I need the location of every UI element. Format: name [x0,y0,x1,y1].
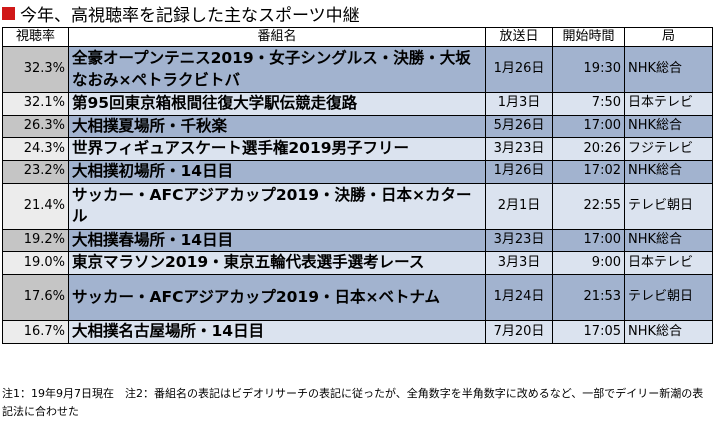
program-name-cell: 全豪オープンテニス2019・女子シングルス・決勝・大坂なおみ×ペトラクビトバ [68,46,486,93]
ratings-table: 視聴率 番組名 放送日 開始時間 局 32.3% 全豪オープンテニス2019・女子… [2,27,713,344]
station-cell: テレビ朝日 [624,274,713,322]
program-name-cell: 第95回東京箱根間往復大学駅伝競走復路 [68,92,486,116]
header-program: 番組名 [68,27,486,47]
station-cell: フジテレビ [624,137,713,162]
station-cell: NHK総合 [624,46,713,93]
table-row: 32.3% 全豪オープンテニス2019・女子シングルス・決勝・大坂なおみ×ペトラク… [2,46,713,93]
header-start-time: 開始時間 [552,27,625,47]
rating-cell: 32.3% [2,46,69,93]
station-cell: NHK総合 [624,228,713,253]
start-time-cell: 9:00 [552,251,625,276]
footnote: 注1：19年9月7日現在 注2：番組名の表記はビデオリサーチの表記に従ったが、全… [2,387,704,418]
header-date: 放送日 [485,27,553,47]
page-title: 今年、高視聴率を記録した主なスポーツ中継 [2,0,360,26]
broadcast-date-cell: 1月26日 [485,46,553,93]
table-row: 23.2% 大相撲初場所・14日目 1月26日 17:02 NHK総合 [2,160,713,184]
table-row: 24.3% 世界フィギュアスケート選手権2019男子フリー 3月23日 20:26 フジ… [2,137,713,162]
program-name-cell: 大相撲初場所・14日目 [68,160,486,184]
start-time-cell: 17:05 [552,320,625,344]
broadcast-date-cell: 7月20日 [485,320,553,344]
station-cell: NHK総合 [624,320,713,344]
start-time-cell: 19:30 [552,46,625,93]
broadcast-date-cell: 5月26日 [485,114,553,139]
station-cell: NHK総合 [624,160,713,184]
broadcast-date-cell: 1月26日 [485,160,553,184]
rating-cell: 16.7% [2,320,69,344]
table-row: 26.3% 大相撲夏場所・千秋楽 5月26日 17:00 NHK総合 [2,114,713,139]
table-row: 19.0% 東京マラソン2019・東京五輪代表選手選考レース 3月3日 9:00 日本テ… [2,251,713,276]
table-row: 17.6% サッカー・AFCアジアカップ2019・日本×ベトナム 1月24日 21:5… [2,274,713,322]
station-cell: テレビ朝日 [624,182,713,230]
rating-cell: 19.2% [2,228,69,253]
start-time-cell: 21:53 [552,274,625,322]
program-name-cell: 東京マラソン2019・東京五輪代表選手選考レース [68,251,486,276]
rating-cell: 19.0% [2,251,69,276]
broadcast-date-cell: 2月1日 [485,182,553,230]
broadcast-date-cell: 3月3日 [485,251,553,276]
program-name-cell: 大相撲名古屋場所・14日目 [68,320,486,344]
broadcast-date-cell: 1月3日 [485,92,553,116]
broadcast-date-cell: 3月23日 [485,228,553,253]
program-name-cell: 大相撲夏場所・千秋楽 [68,114,486,139]
start-time-cell: 17:02 [552,160,625,184]
station-cell: 日本テレビ [624,92,713,116]
table-header-row: 視聴率 番組名 放送日 開始時間 局 [2,27,713,47]
rating-cell: 26.3% [2,114,69,139]
header-rating: 視聴率 [2,27,69,47]
table-row: 16.7% 大相撲名古屋場所・14日目 7月20日 17:05 NHK総合 [2,320,713,344]
rating-cell: 23.2% [2,160,69,184]
rating-cell: 21.4% [2,182,69,230]
table-row: 32.1% 第95回東京箱根間往復大学駅伝競走復路 1月3日 7:50 日本テレビ [2,92,713,116]
start-time-cell: 17:00 [552,228,625,253]
station-cell: 日本テレビ [624,251,713,276]
program-name-cell: サッカー・AFCアジアカップ2019・日本×ベトナム [68,274,486,322]
program-name-cell: 世界フィギュアスケート選手権2019男子フリー [68,137,486,162]
start-time-cell: 7:50 [552,92,625,116]
program-name-cell: 大相撲春場所・14日目 [68,228,486,253]
start-time-cell: 20:26 [552,137,625,162]
header-station: 局 [624,27,713,47]
start-time-cell: 22:55 [552,182,625,230]
rating-cell: 17.6% [2,274,69,322]
table-row: 19.2% 大相撲春場所・14日目 3月23日 17:00 NHK総合 [2,228,713,253]
start-time-cell: 17:00 [552,114,625,139]
page-title-text: 今年、高視聴率を記録した主なスポーツ中継 [20,5,360,26]
station-cell: NHK総合 [624,114,713,139]
broadcast-date-cell: 3月23日 [485,137,553,162]
rating-cell: 32.1% [2,92,69,116]
red-square-icon [2,6,15,20]
rating-cell: 24.3% [2,137,69,162]
broadcast-date-cell: 1月24日 [485,274,553,322]
table-row: 21.4% サッカー・AFCアジアカップ2019・決勝・日本×カタール 2月1日 22… [2,182,713,230]
program-name-cell: サッカー・AFCアジアカップ2019・決勝・日本×カタール [68,182,486,230]
